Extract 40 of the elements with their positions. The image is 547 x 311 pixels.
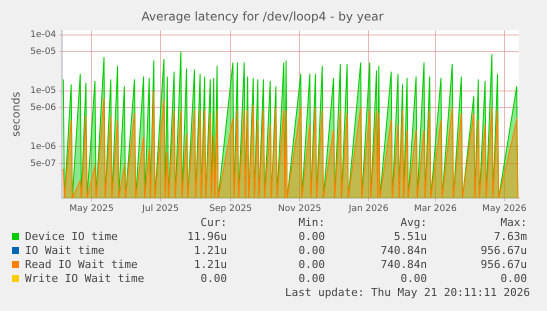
y-tick-label: 1e-05 bbox=[30, 86, 56, 96]
x-tick-label: May 2026 bbox=[482, 204, 527, 214]
text: 0.00 bbox=[298, 258, 325, 272]
y-tick-label: 5e-07 bbox=[30, 158, 56, 169]
x-tick-label: Jan 2026 bbox=[348, 204, 389, 214]
text: Last update: Thu May 21 20:11:11 2026 bbox=[284, 286, 530, 299]
text: 1.21u bbox=[192, 258, 227, 272]
text: 0.00 bbox=[500, 272, 527, 286]
legend-label: IO Wait time bbox=[24, 244, 106, 258]
text: 0.00 bbox=[298, 230, 325, 244]
text: 740.84n bbox=[380, 244, 427, 258]
x-tick-label: May 2025 bbox=[69, 204, 114, 214]
text: Cur: bbox=[200, 216, 227, 230]
text: 0.00 bbox=[200, 272, 227, 286]
text: 0.00 bbox=[298, 272, 325, 286]
y-tick-label: 1e-04 bbox=[30, 30, 56, 40]
y-tick-label: 5e-06 bbox=[30, 102, 56, 113]
text: 956.67u bbox=[480, 258, 527, 272]
text: 0.00 bbox=[298, 244, 325, 258]
chart-title: Average latency for /dev/loop4 - by year bbox=[141, 9, 384, 24]
text: 7.63m bbox=[492, 230, 527, 244]
text: 956.67u bbox=[480, 244, 527, 258]
text: Avg: bbox=[400, 216, 427, 230]
x-tick-label: Sep 2025 bbox=[209, 204, 252, 214]
legend-label: Write IO Wait time bbox=[24, 272, 146, 286]
legend-label: Read IO Wait time bbox=[24, 258, 139, 272]
x-tick-label: Jul 2025 bbox=[141, 204, 179, 214]
y-tick-label: 5e-05 bbox=[30, 47, 56, 58]
y-tick-label: 1e-06 bbox=[30, 142, 56, 152]
legend-label: Device IO time bbox=[24, 230, 119, 244]
text: 11.96u bbox=[186, 230, 227, 244]
x-tick-label: Nov 2025 bbox=[278, 204, 322, 214]
y-axis-title: seconds bbox=[9, 92, 22, 137]
x-tick-label: Mar 2026 bbox=[414, 204, 457, 214]
text: 1.21u bbox=[192, 244, 227, 258]
text: Min: bbox=[298, 216, 325, 230]
text: 5.51u bbox=[392, 230, 427, 244]
text: 0.00 bbox=[400, 272, 427, 286]
text: Max: bbox=[500, 216, 527, 230]
text: 740.84n bbox=[380, 258, 427, 272]
